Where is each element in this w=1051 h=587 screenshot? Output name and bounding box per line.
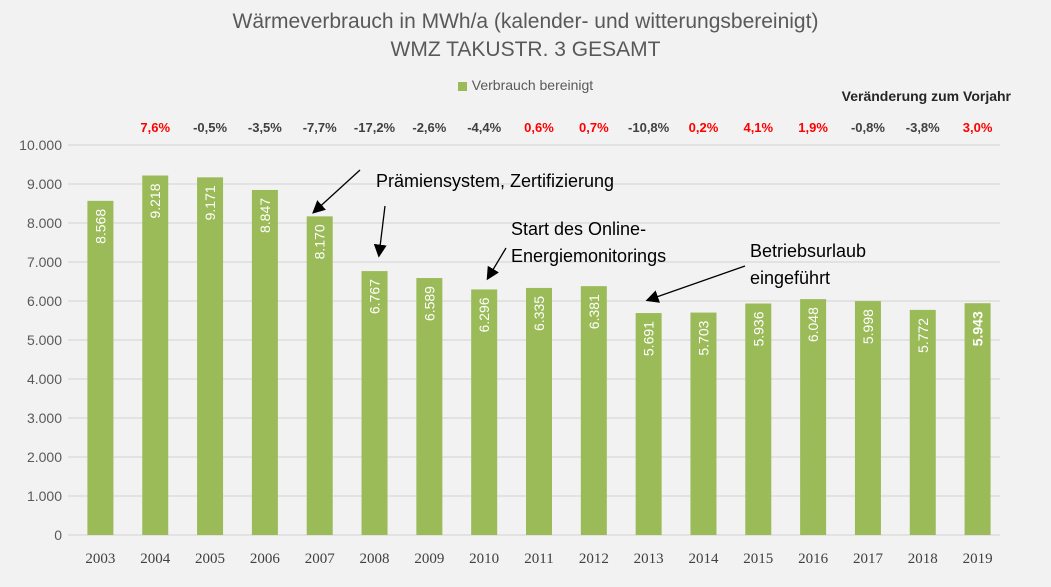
change-label: -3,5% [248,120,282,135]
legend-label: Verbrauch bereinigt [471,77,594,93]
data-label: 9.171 [202,185,218,220]
x-tick-label: 2003 [85,551,115,567]
bar-2003 [87,200,114,535]
x-tick-label: 2009 [414,551,444,567]
change-label: -0,8% [851,120,885,135]
data-label: 5.772 [915,318,931,353]
change-label: -7,7% [303,120,337,135]
y-tick-label: 4.000 [27,371,62,387]
chart-title: Wärmeverbrauch in MWh/a (kalender- und w… [232,10,819,33]
chart-subtitle: WMZ TAKUSTR. 3 GESAMT [390,38,661,61]
bar-2018 [909,309,936,535]
y-tick-label: 1.000 [27,488,62,504]
data-label: 8.568 [92,209,108,244]
y-tick-label: 7.000 [27,254,62,270]
bar-2012 [580,286,607,535]
legend: Verbrauch bereinigt [0,77,1051,93]
x-tick-label: 2013 [634,551,664,567]
x-tick-label: 2007 [305,551,336,567]
annotation-line: Energiemonitorings [511,246,667,266]
y-tick-label: 9.000 [27,176,62,192]
data-label: 5.936 [750,311,766,346]
bar-2013 [635,313,662,535]
change-label: 0,7% [579,120,609,135]
annotation-arrow [312,169,361,214]
annotation-arrow [373,205,387,258]
annotation-line: eingeführt [750,268,831,288]
x-tick-label: 2012 [579,551,609,567]
annotation-arrow [645,265,746,303]
y-tick-label: 3.000 [27,410,62,426]
data-label: 6.381 [586,294,602,329]
change-label: -17,2% [354,120,396,135]
annotation-praemiensystem: Prämiensystem, Zertifizierung [376,168,614,195]
change-label: 1,9% [798,120,828,135]
y-tick-label: 2.000 [27,449,62,465]
bar-2009 [416,278,443,535]
bar-2008 [361,271,388,535]
data-label: 5.703 [695,320,711,355]
data-label: 6.335 [531,296,547,331]
bar-2015 [745,303,772,535]
y-tick-label: 0 [54,527,62,543]
annotation-line: Betriebsurlaub [750,241,867,261]
bar-2019 [964,303,991,535]
change-label: 0,2% [689,120,719,135]
x-tick-label: 2019 [963,551,993,567]
annotation-online-monitoring: Start des Online- Energiemonitorings [511,216,666,270]
change-label: -10,8% [628,120,670,135]
x-tick-label: 2004 [140,551,171,567]
data-label: 9.218 [147,183,163,218]
data-label: 8.847 [257,198,273,233]
x-tick-label: 2014 [688,551,719,567]
data-label: 6.296 [476,297,492,332]
bar-2004 [142,175,169,536]
bar-2014 [690,312,717,535]
data-label: 5.943 [970,311,986,346]
data-label: 5.998 [860,309,876,344]
bar-2016 [800,299,827,535]
data-label: 6.767 [367,279,383,314]
annotation-arrow [486,247,507,281]
y-tick-label: 8.000 [27,215,62,231]
annotation-line: Prämiensystem, Zertifizierung [376,171,615,191]
bar-2011 [526,287,552,535]
annotation-line: Start des Online- [511,219,647,239]
change-label: -0,5% [193,120,227,135]
bar-2006 [251,189,278,536]
legend-swatch [457,81,467,91]
change-label: 4,1% [743,120,773,135]
x-tick-label: 2016 [798,551,829,567]
data-label: 8.170 [312,224,328,259]
bar-2010 [471,289,498,535]
change-label: -2,6% [412,120,446,135]
y-tick-label: 6.000 [27,293,62,309]
x-tick-label: 2006 [250,551,281,567]
x-tick-label: 2010 [469,551,499,567]
bar-2005 [197,177,224,535]
bar-2017 [854,301,881,535]
change-label: 3,0% [963,120,993,135]
change-header: Veränderung zum Vorjahr [841,88,1011,104]
x-tick-label: 2005 [195,551,225,567]
x-tick-label: 2017 [853,551,884,567]
x-tick-label: 2008 [360,551,390,567]
data-label: 5.691 [641,321,657,356]
bar-2007 [306,216,333,535]
change-label: -4,4% [467,120,501,135]
y-tick-label: 10.000 [19,137,62,153]
change-label: -3,8% [906,120,940,135]
data-label: 6.048 [805,307,821,342]
y-tick-label: 5.000 [27,332,62,348]
change-label: 0,6% [524,120,554,135]
x-tick-label: 2011 [524,551,553,567]
annotation-betriebsurlaub: Betriebsurlaub eingeführt [750,238,866,292]
x-tick-label: 2015 [743,551,773,567]
x-tick-label: 2018 [908,551,938,567]
data-label: 6.589 [421,286,437,321]
change-label: 7,6% [140,120,170,135]
